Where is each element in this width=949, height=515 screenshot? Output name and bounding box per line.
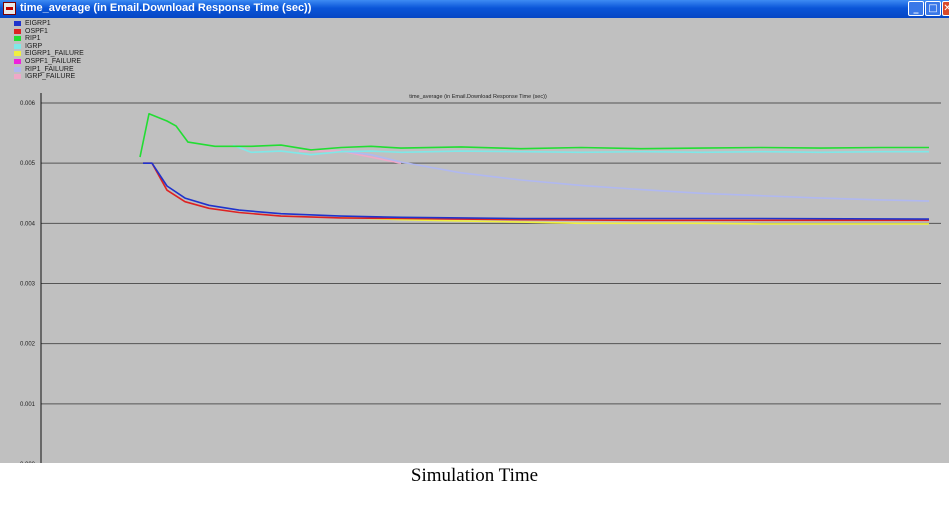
legend-swatch [14, 43, 21, 49]
x-axis-label: Simulation Time [410, 465, 539, 486]
y-tick-label: 0.001 [20, 402, 36, 408]
legend-swatch [14, 51, 21, 57]
legend-swatch [14, 74, 21, 80]
legend-label: OSPF1_FAILURE [25, 57, 82, 65]
series-line-igrp [232, 144, 929, 156]
legend-swatch [14, 36, 21, 42]
legend-label: IGRP_FAILURE [25, 73, 76, 81]
series-line-igrp-failure [299, 150, 402, 164]
title-bar[interactable]: time_average (in Email.Download Response… [0, 0, 949, 18]
legend-swatch [14, 58, 21, 64]
y-tick-label: 0.000 [20, 462, 36, 463]
window-title: time_average (in Email.Download Response… [20, 2, 312, 14]
series-line-rip1-failure [340, 150, 930, 202]
maximize-button[interactable]: □ [925, 1, 941, 16]
legend-label: EIGRP1_FAILURE [25, 50, 84, 58]
chart-plot: 0.0000.0010.0020.0030.0040.0050.0060m5m1… [20, 93, 941, 463]
legend-label: RIP1 [25, 35, 41, 43]
y-tick-label: 0.006 [20, 101, 36, 107]
series-line-ospf1 [143, 162, 929, 222]
legend-label: IGRP [25, 42, 43, 50]
y-tick-label: 0.004 [20, 221, 36, 227]
y-tick-label: 0.002 [20, 342, 36, 348]
minimize-button[interactable]: _ [908, 1, 924, 16]
legend-swatch [14, 21, 21, 26]
app-icon[interactable] [3, 2, 16, 15]
close-button[interactable]: ✕ [942, 1, 949, 16]
legend-swatch [14, 28, 21, 34]
y-tick-label: 0.005 [20, 161, 36, 167]
legend-label: OSPF1 [25, 27, 48, 35]
y-tick-label: 0.003 [20, 282, 36, 288]
series-line-eigrp1-failure [340, 216, 929, 225]
series-line-eigrp1 [143, 162, 930, 220]
legend-label: EIGRP1 [25, 20, 51, 27]
legend-label: RIP1_FAILURE [25, 65, 74, 73]
legend-swatch [14, 66, 21, 72]
plot-title: time_average (in Email.Download Response… [409, 94, 547, 100]
chart-window: time_average (in Email.Download Response… [0, 0, 949, 463]
series-line-rip1 [139, 113, 929, 158]
